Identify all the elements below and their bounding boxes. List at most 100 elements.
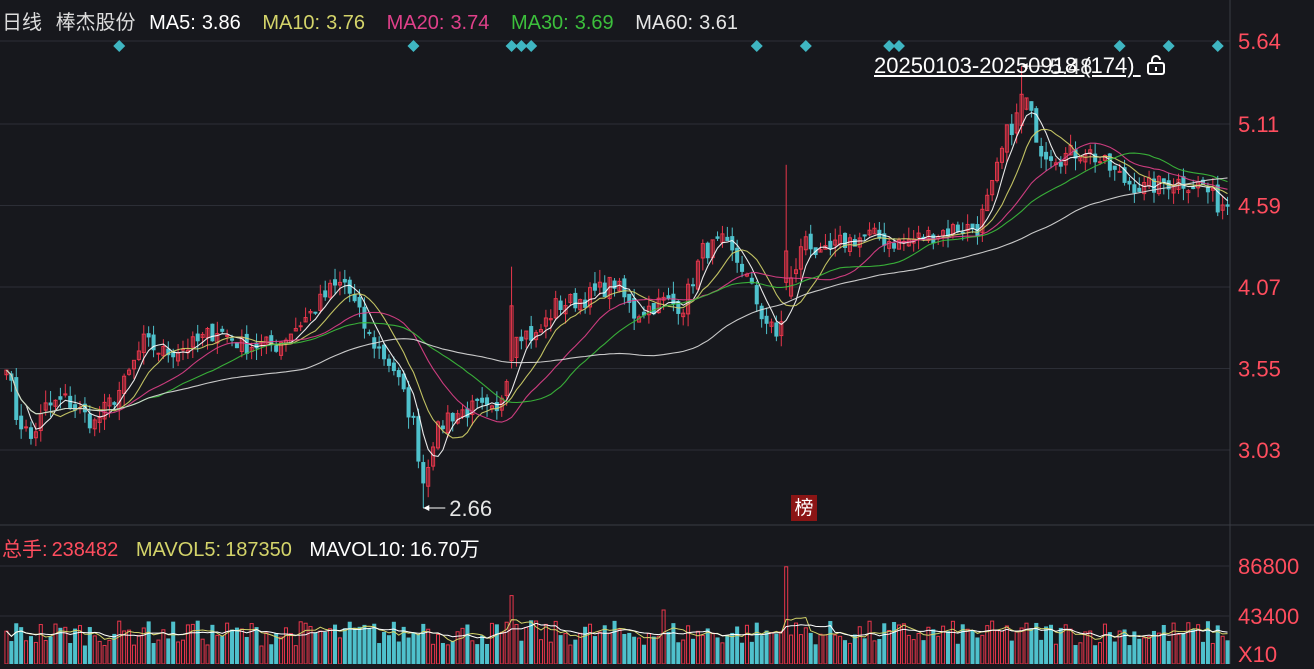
date-range-text[interactable]: 20250103-20250918 (174) bbox=[874, 53, 1135, 78]
event-marker bbox=[525, 40, 538, 52]
candle-body bbox=[769, 321, 774, 327]
candle-body bbox=[24, 426, 29, 429]
volume-bar bbox=[411, 632, 416, 665]
candle-body bbox=[225, 334, 230, 337]
volume-bar bbox=[975, 637, 980, 665]
volume-bar bbox=[617, 628, 622, 665]
volume-bar bbox=[205, 644, 210, 665]
volume-bar bbox=[715, 637, 720, 665]
candle-body bbox=[695, 260, 700, 290]
price-tick: 3.55 bbox=[1238, 357, 1281, 382]
volume-bar bbox=[1098, 642, 1103, 665]
candle-body bbox=[161, 346, 166, 357]
candle-body bbox=[58, 396, 63, 400]
volume-bar bbox=[283, 627, 289, 665]
candle-body bbox=[759, 305, 764, 320]
candle-body bbox=[1039, 145, 1044, 157]
candle-body bbox=[690, 284, 696, 287]
volume-bar bbox=[607, 632, 612, 665]
candle-body bbox=[1004, 124, 1009, 153]
volume-bar bbox=[234, 627, 239, 665]
volume-bar bbox=[14, 623, 19, 665]
volume-bar bbox=[288, 633, 293, 665]
candle-body bbox=[896, 239, 902, 250]
candle-body bbox=[146, 333, 151, 338]
volume-bar bbox=[450, 640, 455, 665]
volume-bar bbox=[568, 644, 573, 665]
volume-bar bbox=[1156, 632, 1161, 665]
candle-body bbox=[1078, 157, 1083, 162]
candle-body bbox=[63, 393, 68, 396]
candle-body bbox=[602, 282, 607, 298]
candle-body bbox=[700, 243, 705, 259]
volume-bar bbox=[24, 640, 29, 665]
event-markers[interactable] bbox=[113, 40, 1224, 52]
rank-badge[interactable]: 榜 bbox=[791, 495, 817, 521]
volume-bar bbox=[627, 632, 632, 665]
volume-bar bbox=[1058, 627, 1063, 665]
volume-bar bbox=[1102, 623, 1107, 665]
ma-legend: 日线 棒杰股份 MA5: 3.86 MA10: 3.76 MA20: 3.74 MA3… bbox=[2, 6, 754, 35]
volume-bar bbox=[705, 628, 710, 665]
volume-bar bbox=[1117, 630, 1122, 665]
volume-bar bbox=[269, 644, 274, 665]
candle-body bbox=[377, 346, 382, 349]
candle-body bbox=[779, 321, 784, 337]
volume-bar bbox=[342, 628, 347, 665]
candle-body bbox=[1093, 153, 1098, 163]
volume-bar bbox=[936, 635, 941, 665]
candle-body bbox=[328, 282, 333, 298]
date-range-label[interactable]: 20250103-20250918 (174) bbox=[874, 53, 1167, 79]
candle-body bbox=[406, 387, 411, 418]
candle-body bbox=[588, 287, 593, 308]
mavol5-label: MAVOL5: bbox=[135, 539, 222, 561]
period-label[interactable]: 日线 bbox=[2, 12, 42, 34]
mavol10-label: MAVOL10: bbox=[309, 539, 406, 561]
candle-body bbox=[151, 334, 156, 351]
lock-icon[interactable] bbox=[1145, 54, 1167, 76]
rank-badge-text[interactable]: 榜 bbox=[794, 497, 814, 519]
candle-body bbox=[990, 179, 995, 196]
candle-body bbox=[764, 315, 769, 324]
candle-body bbox=[573, 292, 578, 309]
volume-bar bbox=[543, 623, 548, 665]
candle-body bbox=[357, 296, 362, 308]
candle-body bbox=[818, 249, 823, 253]
high-arrowhead bbox=[1021, 63, 1028, 70]
stock-name[interactable]: 棒杰股份 bbox=[55, 12, 136, 34]
ma30-line bbox=[6, 152, 1228, 415]
candle-body bbox=[234, 342, 239, 349]
candle-body bbox=[53, 399, 58, 407]
volume-bar bbox=[1147, 636, 1152, 665]
candle-body bbox=[367, 331, 372, 334]
volume-bar bbox=[431, 643, 436, 665]
volume-bar bbox=[798, 634, 803, 665]
candle-body bbox=[460, 409, 465, 418]
volume-bar bbox=[230, 629, 235, 665]
candle-body bbox=[136, 350, 141, 360]
candle-body bbox=[318, 293, 323, 311]
candle-body bbox=[735, 247, 740, 263]
ma20-number: 3.74 bbox=[450, 12, 490, 34]
volume-bars[interactable] bbox=[4, 566, 1230, 665]
candle-body bbox=[112, 402, 117, 405]
volume-bar bbox=[406, 637, 411, 665]
volume-bar bbox=[352, 627, 357, 665]
volume-bar bbox=[396, 641, 401, 665]
volume-bar bbox=[583, 626, 588, 665]
candle-body bbox=[1098, 161, 1103, 164]
candle-body bbox=[347, 279, 352, 294]
candle-body bbox=[715, 236, 720, 239]
volume-bar bbox=[519, 640, 524, 665]
candle-body bbox=[504, 381, 509, 397]
volume-bar bbox=[710, 632, 715, 665]
candle-body bbox=[411, 415, 416, 418]
volume-bar bbox=[308, 626, 313, 665]
candle-body bbox=[382, 344, 387, 360]
volume-bar bbox=[48, 636, 53, 665]
candle-body bbox=[828, 240, 833, 249]
volume-bar bbox=[323, 632, 328, 665]
volume-bar bbox=[862, 638, 867, 665]
